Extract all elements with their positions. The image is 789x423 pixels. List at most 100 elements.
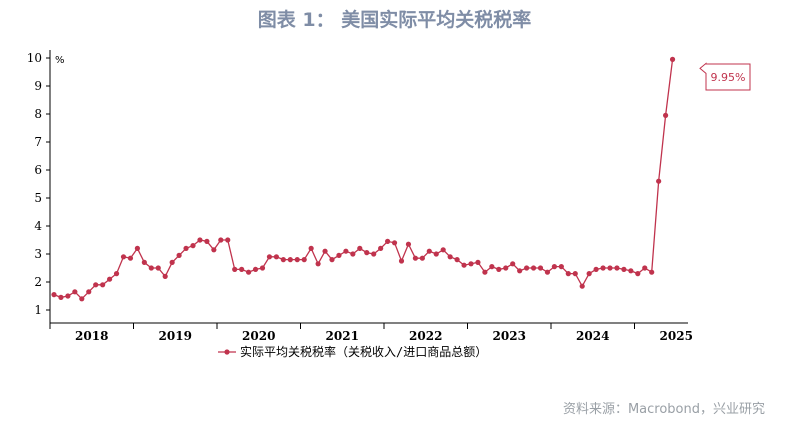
data-point (364, 250, 370, 256)
data-point (301, 257, 307, 263)
x-tick-label: 2024 (576, 329, 609, 343)
data-point (405, 241, 412, 247)
data-point (524, 265, 530, 271)
x-tick-label: 2018 (75, 329, 108, 343)
data-point (475, 259, 481, 265)
data-point (544, 269, 551, 275)
legend: 实际平均关税税率（关税收入/进口商品总额） (218, 344, 487, 359)
data-point (169, 259, 175, 265)
data-point (635, 271, 641, 277)
y-tick-label: 4 (34, 219, 42, 233)
data-point (461, 262, 467, 268)
y-tick-label: 3 (34, 247, 42, 261)
data-point (419, 255, 425, 261)
data-point (669, 56, 676, 63)
data-point (621, 266, 627, 272)
data-point (58, 294, 64, 300)
data-point (176, 252, 182, 258)
value-callout: 9.95% (699, 62, 751, 91)
data-point (294, 257, 300, 263)
data-point (113, 271, 120, 277)
chart-title: 图表 1： 美国实际平均关税税率 (257, 9, 532, 31)
data-point (350, 251, 356, 257)
data-point (378, 245, 384, 251)
x-tick-label: 2021 (326, 329, 359, 343)
data-point (107, 276, 113, 282)
data-point (266, 254, 273, 260)
data-point (190, 243, 196, 249)
x-tick-label: 2023 (493, 329, 526, 343)
data-point (280, 257, 286, 263)
y-unit-label: % (55, 55, 65, 66)
data-point (600, 265, 606, 271)
data-point (551, 264, 558, 270)
data-point (141, 259, 147, 265)
data-point (517, 268, 523, 274)
data-point (183, 245, 189, 251)
data-point (315, 261, 321, 267)
axes: 1 2 3 4 5 6 7 8 9 10 % 2018 2019 2020 2021 2022 2023 2024… (27, 50, 693, 343)
data-point (86, 289, 92, 295)
y-tick-label: 2 (34, 275, 42, 289)
data-point (218, 237, 224, 243)
data-point (100, 282, 106, 288)
data-point (510, 261, 516, 267)
data-point (628, 268, 634, 274)
data-point (343, 248, 349, 254)
data-point (412, 255, 418, 261)
callout-box (699, 62, 751, 91)
data-point (357, 245, 363, 251)
y-tick-label: 5 (34, 191, 42, 205)
data-point (72, 289, 78, 295)
x-tick-label: 2020 (242, 329, 275, 343)
data-point (246, 269, 252, 275)
data-point (482, 269, 488, 275)
data-point (287, 257, 293, 263)
data-point (308, 245, 314, 251)
data-point (447, 254, 453, 260)
y-tick-label: 7 (34, 135, 42, 149)
data-point (232, 266, 238, 272)
data-point (579, 283, 585, 289)
data-point (565, 271, 571, 277)
data-point (468, 261, 474, 267)
data-point (642, 265, 648, 271)
data-point (252, 266, 259, 272)
data-point (148, 265, 154, 271)
y-tick-label: 6 (34, 163, 42, 177)
x-tick-label: 2025 (660, 329, 693, 343)
data-point (322, 248, 328, 254)
data-point (273, 254, 279, 260)
data-point (65, 293, 71, 299)
data-point (336, 252, 342, 258)
data-point (391, 240, 398, 246)
data-point (663, 112, 669, 118)
data-point (162, 273, 168, 279)
data-point (649, 269, 655, 275)
data-point (127, 255, 134, 261)
data-point (204, 238, 210, 244)
data-point (454, 257, 460, 263)
data-point (155, 265, 161, 271)
series-line (51, 56, 676, 302)
data-point (225, 237, 231, 243)
x-tick-label: 2022 (409, 329, 442, 343)
data-point (503, 265, 509, 271)
data-point (329, 257, 335, 263)
y-tick-label: 9 (34, 79, 42, 93)
data-point (211, 247, 217, 253)
y-tick-label: 1 (34, 303, 42, 317)
data-point (656, 178, 662, 184)
data-point (79, 296, 85, 302)
data-point (239, 266, 245, 272)
y-tick-label: 10 (27, 51, 42, 65)
data-point (586, 271, 592, 277)
legend-label: 实际平均关税税率（关税收入/进口商品总额） (240, 344, 487, 359)
data-point (371, 251, 377, 257)
callout-label: 9.95% (711, 71, 746, 84)
data-point (530, 265, 537, 271)
data-point (426, 248, 432, 254)
data-point (440, 247, 446, 253)
source-note: 资料来源：Macrobond，兴业研究 (562, 402, 765, 417)
